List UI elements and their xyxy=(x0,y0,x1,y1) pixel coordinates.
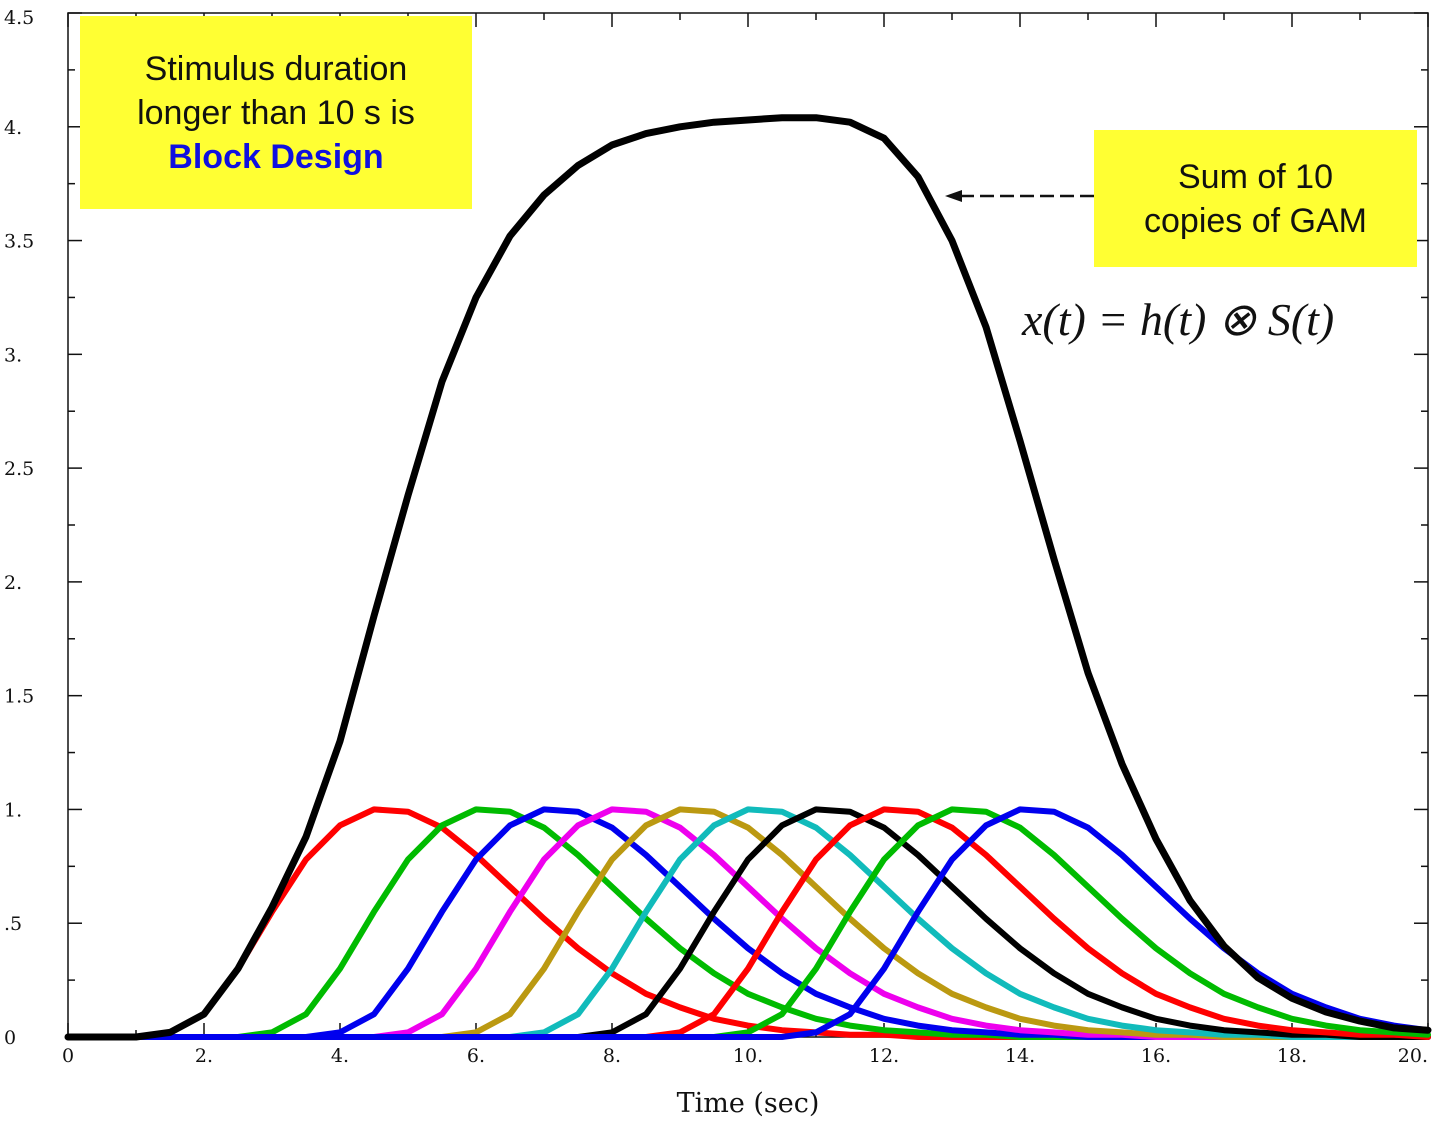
callout-line-2: copies of GAM xyxy=(1144,201,1367,240)
y-tick-label: 3. xyxy=(4,344,22,366)
tick-labels: 0 2. 4. 6. 8. 10. 12. 14. 16. 18. 20. 0 .5 1. 1.5 2. 2.5… xyxy=(4,7,1428,1067)
series-line xyxy=(65,806,1431,1040)
series-line xyxy=(65,806,1431,1040)
series-layer xyxy=(64,114,1432,1041)
series-line xyxy=(65,806,1431,1040)
x-tick-label: 16. xyxy=(1141,1045,1171,1067)
x-tick-label: 12. xyxy=(869,1045,899,1067)
y-tick-label: 1. xyxy=(4,799,22,821)
y-tick-label: 3.5 xyxy=(4,231,34,253)
series-line xyxy=(65,806,1431,1040)
callout-line-2: longer than 10 s is xyxy=(137,93,415,132)
x-tick-label: 18. xyxy=(1277,1045,1307,1067)
series-line xyxy=(65,806,1431,1040)
x-tick-label: 8. xyxy=(603,1045,621,1067)
series-line xyxy=(64,114,1432,1041)
y-tick-label: 2.5 xyxy=(4,458,34,480)
series-line xyxy=(65,806,1431,1040)
series-line xyxy=(65,806,1431,1040)
x-tick-label: 0 xyxy=(62,1045,74,1067)
convolution-formula: x(t) = h(t) ⊗ S(t) xyxy=(1022,294,1335,345)
x-tick-label: 4. xyxy=(331,1045,349,1067)
x-tick-label: 10. xyxy=(733,1045,763,1067)
series-line xyxy=(65,806,1431,1040)
y-tick-label: 2. xyxy=(4,572,22,594)
x-tick-label: 2. xyxy=(195,1045,213,1067)
y-tick-label: 1.5 xyxy=(4,686,34,708)
y-tick-label: 0 xyxy=(4,1027,16,1049)
x-tick-label: 20. xyxy=(1398,1045,1428,1067)
series-line xyxy=(65,806,1431,1040)
y-tick-label: 4.5 xyxy=(4,7,34,29)
series-line xyxy=(65,806,1431,1040)
y-tick-label: .5 xyxy=(4,913,22,935)
callout-line-1: Stimulus duration xyxy=(144,49,408,88)
x-tick-label: 14. xyxy=(1005,1045,1035,1067)
callout-arrow xyxy=(945,190,1094,202)
sum-gam-callout: Sum of 10 copies of GAM xyxy=(1094,130,1417,267)
callout-line-1: Sum of 10 xyxy=(1178,157,1333,196)
block-design-callout: Stimulus duration longer than 10 s is Bl… xyxy=(80,16,472,209)
callout-line-3: Block Design xyxy=(168,137,384,176)
x-tick-label: 6. xyxy=(467,1045,485,1067)
x-axis-label: Time (sec) xyxy=(677,1088,820,1119)
y-tick-label: 4. xyxy=(4,117,22,139)
